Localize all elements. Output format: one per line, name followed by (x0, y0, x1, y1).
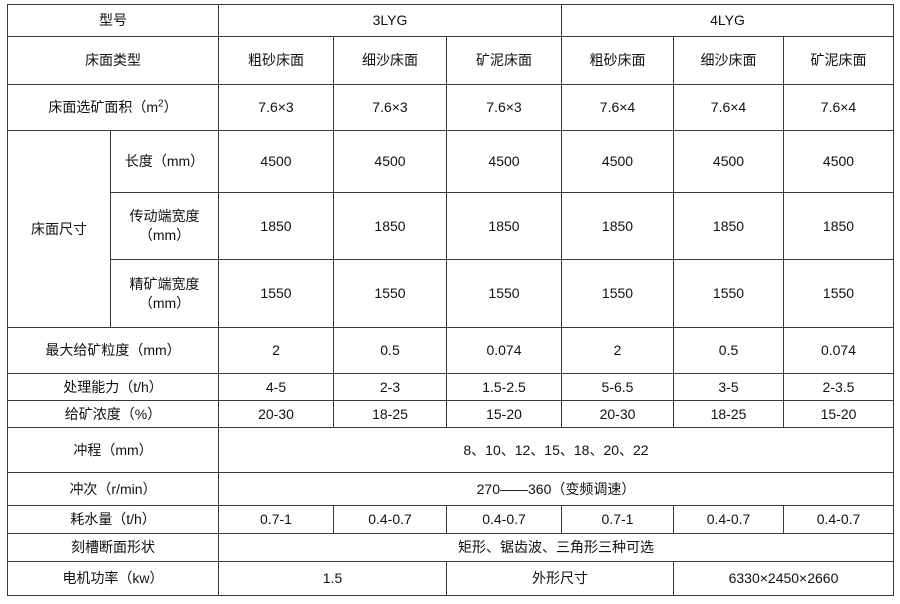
drive-end-width-line1: 传动端宽度 (129, 208, 200, 225)
concentrate-width-value-3: 1550 (446, 259, 562, 328)
water-consumption-value-6: 0.4-0.7 (783, 505, 894, 534)
table-row-groove-section-shape: 刻槽断面形状 矩形、锯齿波、三角形三种可选 (7, 533, 894, 562)
drive-width-value-6: 1850 (783, 192, 894, 260)
length-value-5: 4500 (673, 130, 784, 193)
capacity-value-6: 2-3.5 (783, 373, 894, 401)
header-model-label: 型号 (7, 4, 219, 37)
table-row-max-feed-size: 最大给矿粒度（mm） 2 0.5 0.074 2 0.5 0.074 (7, 327, 894, 374)
bed-area-value-3: 7.6×3 (446, 84, 562, 131)
row-label-max-feed-size: 最大给矿粒度（mm） (7, 327, 219, 374)
table-row-bedtype-header: 床面类型 粗砂床面 细沙床面 矿泥床面 粗砂床面 细沙床面 矿泥床面 (7, 36, 894, 85)
header-bedtype-6: 矿泥床面 (783, 36, 894, 85)
header-bedtype-4: 粗砂床面 (561, 36, 674, 85)
water-consumption-value-2: 0.4-0.7 (333, 505, 447, 534)
feed-concentration-value-2: 18-25 (333, 400, 447, 428)
table-row-capacity: 处理能力（t/h） 4-5 2-3 1.5-2.5 5-6.5 3-5 2-3.… (7, 373, 894, 401)
row-label-length: 长度（mm） (110, 130, 219, 193)
row-label-water-consumption: 耗水量（t/h） (7, 505, 219, 534)
capacity-value-3: 1.5-2.5 (446, 373, 562, 401)
drive-width-value-2: 1850 (333, 192, 447, 260)
feed-concentration-value-1: 20-30 (218, 400, 334, 428)
concentrate-width-value-4: 1550 (561, 259, 674, 328)
groove-section-shape-value: 矩形、锯齿波、三角形三种可选 (218, 533, 894, 562)
bed-area-value-6: 7.6×4 (783, 84, 894, 131)
drive-end-width-line2: （mm） (138, 227, 191, 243)
max-feed-size-value-6: 0.074 (783, 327, 894, 374)
row-label-motor-power: 电机功率（kw） (7, 561, 219, 596)
water-consumption-value-1: 0.7-1 (218, 505, 334, 534)
rowgroup-label-bed-size: 床面尺寸 (7, 130, 111, 328)
concentrate-end-width-line2: （mm） (138, 294, 191, 311)
capacity-value-1: 4-5 (218, 373, 334, 401)
drive-width-value-5: 1850 (673, 192, 784, 260)
header-bedtype-2: 细沙床面 (333, 36, 447, 85)
drive-width-value-1: 1850 (218, 192, 334, 260)
header-bedtype-label: 床面类型 (7, 36, 219, 85)
header-model-3lyg: 3LYG (218, 4, 562, 37)
capacity-value-2: 2-3 (333, 373, 447, 401)
motor-power-value: 1.5 (218, 561, 447, 596)
bed-area-value-2: 7.6×3 (333, 84, 447, 131)
table-row-model-header: 型号 3LYG 4LYG (7, 4, 894, 37)
specification-table: 型号 3LYG 4LYG 床面类型 粗砂床面 细沙床面 矿泥床面 粗砂床面 细沙… (7, 4, 894, 596)
table-row-bedsize-concentrate-width: 精矿端宽度 （mm） 1550 1550 1550 1550 1550 1550 (8, 259, 894, 328)
row-label-groove-section-shape: 刻槽断面形状 (7, 533, 219, 562)
drive-width-value-3: 1850 (446, 192, 562, 260)
bed-area-label-main: 床面选矿面积（m (48, 99, 159, 116)
max-feed-size-value-3: 0.074 (446, 327, 562, 374)
length-value-6: 4500 (783, 130, 894, 193)
capacity-value-5: 3-5 (673, 373, 784, 401)
table-row-bed-area: 床面选矿面积（m2） 7.6×3 7.6×3 7.6×3 7.6×4 7.6×4… (7, 84, 894, 131)
table-row-bedsize-drive-width: 传动端宽度 （mm） 1850 1850 1850 1850 1850 1850 (8, 192, 894, 260)
length-value-1: 4500 (218, 130, 334, 193)
concentrate-end-width-line1: 精矿端宽度 (129, 275, 200, 292)
table-row-bedsize-length: 床面尺寸 长度（mm） 4500 4500 4500 4500 4500 450… (7, 130, 894, 328)
bed-area-label-tail: ） (163, 99, 178, 116)
bed-area-label-superscript: 2 (158, 98, 164, 110)
row-label-concentrate-end-width: 精矿端宽度 （mm） (110, 259, 219, 328)
bed-area-value-1: 7.6×3 (218, 84, 334, 131)
header-bedtype-3: 矿泥床面 (446, 36, 562, 85)
drive-width-value-4: 1850 (561, 192, 674, 260)
row-label-strokes-per-min: 冲次（r/min） (7, 472, 219, 506)
feed-concentration-value-6: 15-20 (783, 400, 894, 428)
concentrate-width-value-6: 1550 (783, 259, 894, 328)
length-value-4: 4500 (561, 130, 674, 193)
water-consumption-value-4: 0.7-1 (561, 505, 674, 534)
bed-area-value-4: 7.6×4 (561, 84, 674, 131)
concentrate-width-value-2: 1550 (333, 259, 447, 328)
row-label-overall-dimension: 外形尺寸 (446, 561, 674, 596)
table-row-feed-concentration: 给矿浓度（%） 20-30 18-25 15-20 20-30 18-25 15… (7, 400, 894, 428)
stroke-value: 8、10、12、15、18、20、22 (218, 427, 894, 473)
table-row-stroke: 冲程（mm） 8、10、12、15、18、20、22 (7, 427, 894, 473)
table-row-motor-power: 电机功率（kw） 1.5 外形尺寸 6330×2450×2660 (7, 561, 894, 596)
row-label-feed-concentration: 给矿浓度（%） (7, 400, 219, 428)
max-feed-size-value-4: 2 (561, 327, 674, 374)
row-label-drive-end-width: 传动端宽度 （mm） (110, 192, 219, 260)
row-label-stroke: 冲程（mm） (7, 427, 219, 473)
capacity-value-4: 5-6.5 (561, 373, 674, 401)
table-row-water-consumption: 耗水量（t/h） 0.7-1 0.4-0.7 0.4-0.7 0.7-1 0.4… (7, 505, 894, 534)
length-value-2: 4500 (333, 130, 447, 193)
header-bedtype-5: 细沙床面 (673, 36, 784, 85)
row-label-bed-area: 床面选矿面积（m2） (7, 84, 219, 131)
max-feed-size-value-5: 0.5 (673, 327, 784, 374)
table-row-strokes-per-min: 冲次（r/min） 270——360（变频调速） (7, 472, 894, 506)
max-feed-size-value-2: 0.5 (333, 327, 447, 374)
feed-concentration-value-3: 15-20 (446, 400, 562, 428)
water-consumption-value-3: 0.4-0.7 (446, 505, 562, 534)
overall-dimension-value: 6330×2450×2660 (673, 561, 894, 596)
length-value-3: 4500 (446, 130, 562, 193)
header-model-4lyg: 4LYG (561, 4, 894, 37)
strokes-per-min-value: 270——360（变频调速） (218, 472, 894, 506)
row-label-capacity: 处理能力（t/h） (7, 373, 219, 401)
feed-concentration-value-5: 18-25 (673, 400, 784, 428)
max-feed-size-value-1: 2 (218, 327, 334, 374)
concentrate-width-value-5: 1550 (673, 259, 784, 328)
water-consumption-value-5: 0.4-0.7 (673, 505, 784, 534)
feed-concentration-value-4: 20-30 (561, 400, 674, 428)
header-bedtype-1: 粗砂床面 (218, 36, 334, 85)
bed-area-value-5: 7.6×4 (673, 84, 784, 131)
concentrate-width-value-1: 1550 (218, 259, 334, 328)
